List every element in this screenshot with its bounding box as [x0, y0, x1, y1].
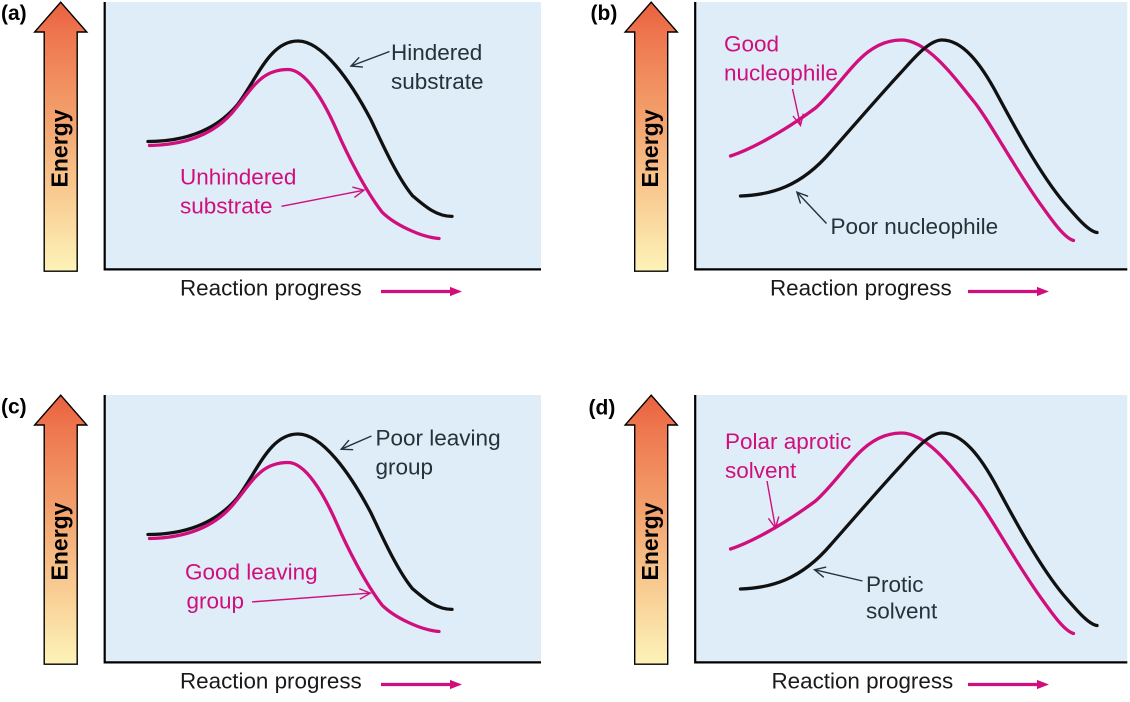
svg-text:solvent: solvent — [725, 458, 797, 483]
svg-text:Hindered: Hindered — [391, 40, 482, 65]
svg-text:Good: Good — [724, 32, 779, 57]
svg-text:Protic: Protic — [866, 572, 924, 597]
svg-text:nucleophile: nucleophile — [724, 61, 838, 86]
svg-text:Reaction progress: Reaction progress — [180, 276, 362, 301]
svg-text:Reaction progress: Reaction progress — [180, 669, 362, 694]
svg-text:Poor leaving: Poor leaving — [376, 426, 501, 451]
svg-text:group: group — [376, 455, 434, 480]
svg-text:(b): (b) — [591, 2, 618, 25]
svg-text:group: group — [187, 589, 245, 614]
svg-text:Unhindered: Unhindered — [180, 165, 296, 190]
svg-text:(a): (a) — [1, 2, 27, 25]
svg-text:substrate: substrate — [391, 69, 484, 94]
svg-text:Good leaving: Good leaving — [185, 560, 318, 585]
svg-text:solvent: solvent — [866, 599, 938, 624]
svg-text:(c): (c) — [1, 396, 27, 419]
svg-text:Reaction progress: Reaction progress — [770, 276, 952, 301]
svg-text:Polar aprotic: Polar aprotic — [725, 429, 851, 454]
svg-text:(d): (d) — [589, 397, 616, 420]
svg-text:Reaction progress: Reaction progress — [772, 669, 954, 694]
svg-text:substrate: substrate — [180, 194, 273, 219]
svg-text:Poor nucleophile: Poor nucleophile — [831, 214, 999, 239]
